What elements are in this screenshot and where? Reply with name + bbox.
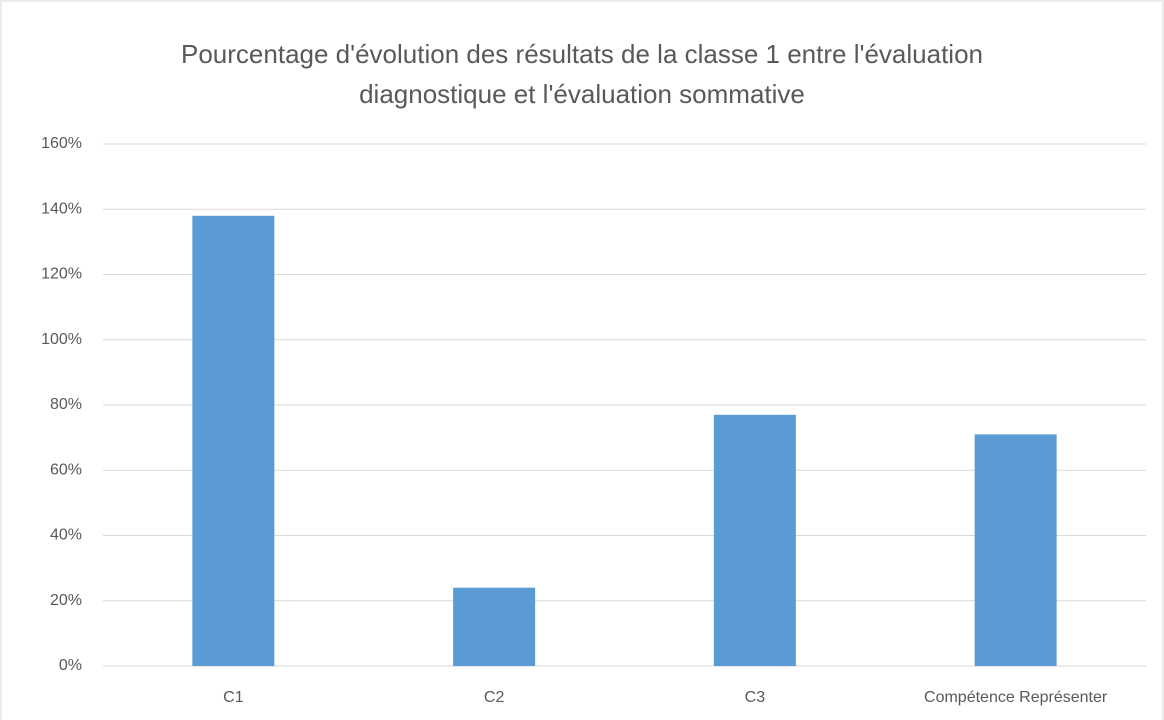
y-tick-label: 40% [50,527,82,544]
x-tick-label: C3 [745,689,766,706]
chart-title: diagnostique et l'évaluation sommative [359,79,805,109]
y-tick-label: 80% [50,396,82,413]
y-tick-label: 60% [50,461,82,478]
chart-title: Pourcentage d'évolution des résultats de… [181,39,983,69]
y-tick-label: 120% [41,266,82,283]
y-tick-label: 0% [59,657,82,674]
x-tick-label: C2 [484,689,505,706]
y-tick-label: 140% [41,200,82,217]
bar [974,434,1057,666]
y-tick-label: 160% [41,135,82,152]
y-tick-label: 20% [50,592,82,609]
bar [453,587,536,666]
x-tick-label: C1 [223,689,244,706]
bar [713,414,796,666]
bar [192,215,275,666]
x-tick-label: Compétence Représenter [924,689,1108,706]
y-tick-label: 100% [41,331,82,348]
